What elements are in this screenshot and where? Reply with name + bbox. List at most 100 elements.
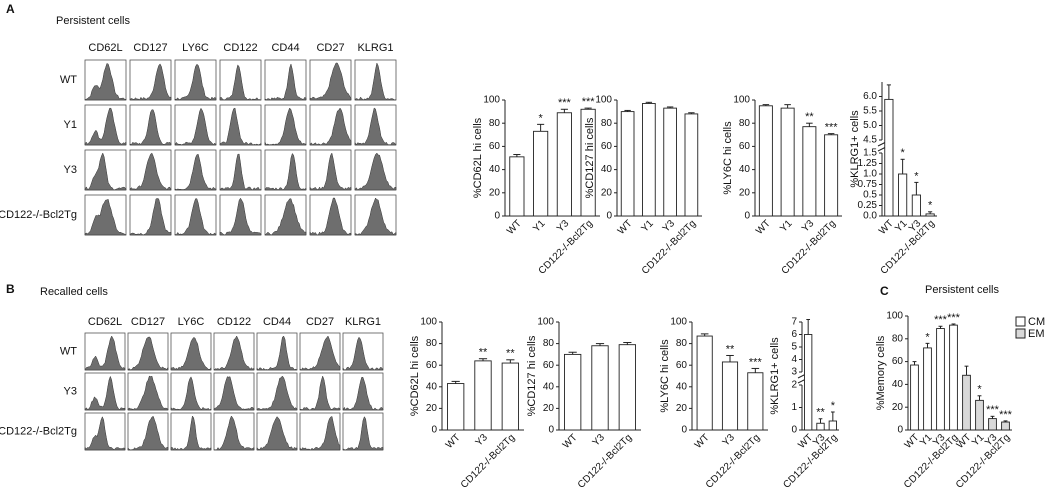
- histogram: [256, 416, 298, 451]
- row-label: WT: [60, 345, 77, 357]
- y-tick-label: 0: [744, 211, 750, 222]
- y-tick-label: 0.5: [863, 190, 877, 201]
- y-tick-label: 80: [892, 333, 904, 344]
- y-tick-label: 0: [548, 425, 554, 436]
- histogram: [342, 377, 384, 411]
- significance: ***: [999, 409, 1013, 421]
- histogram: [219, 153, 262, 191]
- bar: [684, 113, 699, 217]
- row-label: Y3: [64, 164, 77, 176]
- histogram: [309, 197, 352, 236]
- y-tick-label: 20: [601, 187, 613, 198]
- panel-letter: B: [6, 282, 15, 296]
- y-tick-label: 3: [791, 367, 797, 378]
- bar: [474, 360, 492, 431]
- bar: [556, 112, 572, 217]
- histogram: [342, 336, 384, 371]
- panel-title: Persistent cells: [925, 284, 999, 296]
- bar: [780, 107, 795, 217]
- y-axis-title: %CD62L hi cells: [472, 117, 484, 198]
- y-tick-label: 60: [426, 360, 438, 371]
- panel-letter: A: [6, 2, 15, 16]
- histogram: [170, 337, 212, 371]
- histogram: [213, 376, 255, 411]
- marker-label: CD44: [271, 42, 299, 54]
- legend-swatch: [1015, 328, 1026, 339]
- histogram: [354, 107, 397, 146]
- histogram: [84, 375, 126, 411]
- panel-title: Recalled cells: [40, 286, 108, 298]
- histogram: [264, 152, 307, 191]
- histogram: [342, 416, 384, 451]
- marker-label: CD62L: [88, 316, 122, 328]
- y-tick-label: 0: [494, 211, 500, 222]
- histogram: [299, 335, 341, 371]
- histogram: [299, 416, 341, 451]
- bar: [663, 107, 677, 217]
- y-tick-label: 2: [791, 380, 797, 391]
- row-label: Y1: [64, 119, 77, 131]
- marker-label: CD127: [133, 42, 167, 54]
- y-tick-label: 40: [543, 381, 555, 392]
- marker-label: KLRG1: [357, 42, 393, 54]
- significance: **: [726, 343, 735, 355]
- significance: ***: [934, 314, 948, 326]
- x-tick-label: Y3: [661, 218, 678, 235]
- histogram-frame: [264, 149, 307, 191]
- marker-label: CD122: [223, 42, 257, 54]
- bar: [816, 422, 825, 431]
- legend-label: CM: [1028, 316, 1045, 328]
- x-tick-label: Y3: [474, 432, 491, 449]
- bar: [618, 344, 636, 431]
- bar: [696, 335, 713, 431]
- y-tick-label: 80: [676, 338, 688, 349]
- y-axis-title: %CD127 hi cells: [526, 335, 538, 416]
- y-tick-label: 60: [739, 141, 751, 152]
- bar: [721, 361, 739, 431]
- histogram: [174, 198, 217, 236]
- x-tick-label: Y3: [555, 218, 572, 235]
- y-tick-label: 40: [739, 164, 751, 175]
- x-tick-label: Y1: [639, 218, 656, 235]
- y-tick-label: 40: [489, 164, 501, 175]
- y-axis-title: %CD127 hi cells: [584, 117, 596, 198]
- histogram: [174, 63, 217, 101]
- row-label: WT: [60, 74, 77, 86]
- significance: **: [506, 348, 515, 360]
- y-tick-label: 0.0: [863, 211, 877, 222]
- histogram: [354, 197, 397, 236]
- marker-label: KLRG1: [345, 316, 381, 328]
- marker-label: CD122: [217, 316, 251, 328]
- panel-letter: C: [880, 284, 889, 298]
- y-tick-label: 5: [791, 342, 797, 353]
- histogram: [309, 62, 352, 101]
- x-tick-label: Y3: [800, 218, 817, 235]
- y-tick-label: 80: [489, 118, 501, 129]
- marker-label: LY6C: [182, 42, 209, 54]
- histogram: [84, 107, 127, 146]
- histogram: [127, 375, 169, 411]
- y-tick-label: 1.5: [863, 148, 877, 159]
- y-tick-label: 80: [426, 338, 438, 349]
- bar: [804, 334, 813, 431]
- histogram: [219, 64, 262, 101]
- bar: [509, 156, 525, 217]
- bar: [988, 418, 997, 431]
- significance: ***: [986, 404, 1000, 416]
- bar: [1001, 421, 1010, 431]
- bar: [533, 130, 549, 217]
- histogram: [129, 152, 172, 191]
- y-tick-label: 6: [791, 329, 797, 340]
- y-tick-label: 20: [676, 403, 688, 414]
- y-axis-title: %KLRG1+ cells: [849, 110, 861, 188]
- y-tick-label: 60: [676, 360, 688, 371]
- bar: [447, 383, 465, 431]
- significance: *: [900, 147, 905, 159]
- y-tick-label: 4.5: [863, 135, 877, 146]
- histogram: [264, 107, 307, 146]
- y-tick-label: 40: [892, 379, 904, 390]
- histogram: [84, 63, 127, 101]
- bar: [802, 126, 817, 217]
- bar: [884, 98, 894, 217]
